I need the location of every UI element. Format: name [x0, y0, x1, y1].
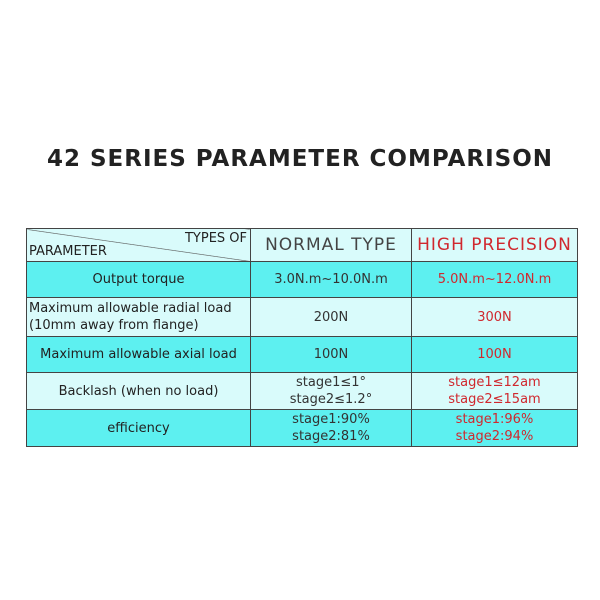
table-row: Backlash (when no load) stage1≤1° stage2≤… — [26, 372, 578, 410]
corner-cell: TYPES OF PARAMETER — [26, 228, 251, 262]
normal-cell: 3.0N.m~10.0N.m — [250, 261, 412, 298]
value-line: stage1≤1° — [295, 375, 367, 390]
normal-cell: 200N — [250, 297, 412, 337]
high-cell: 100N — [411, 336, 578, 373]
corner-bottom-label: PARAMETER — [29, 244, 107, 259]
header-normal: NORMAL TYPE — [250, 228, 412, 262]
high-cell: stage1≤12am stage2≤15am — [411, 372, 578, 410]
value-line: stage2:94% — [455, 429, 534, 444]
header-row: TYPES OF PARAMETER NORMAL TYPE HIGH PRECI… — [26, 228, 578, 262]
table-row: Maximum allowable axial load 100N 100N — [26, 336, 578, 373]
value-line: stage1:96% — [455, 412, 534, 427]
comparison-table: TYPES OF PARAMETER NORMAL TYPE HIGH PRECI… — [26, 228, 578, 447]
table-row: Output torque 3.0N.m~10.0N.m 5.0N.m~12.0… — [26, 261, 578, 298]
param-line: Maximum allowable radial load — [29, 301, 232, 316]
header-high: HIGH PRECISION — [411, 228, 578, 262]
value-line: stage2≤1.2° — [289, 392, 373, 407]
normal-cell: stage1≤1° stage2≤1.2° — [250, 372, 412, 410]
param-cell: Backlash (when no load) — [26, 372, 251, 410]
high-cell: 300N — [411, 297, 578, 337]
param-cell: Maximum allowable radial load (10mm away … — [26, 297, 251, 337]
normal-cell: 100N — [250, 336, 412, 373]
param-cell: Output torque — [26, 261, 251, 298]
table-row: efficiency stage1:90% stage2:81% stage1:9… — [26, 409, 578, 447]
param-cell: efficiency — [26, 409, 251, 447]
page-title: 42 SERIES PARAMETER COMPARISON — [46, 146, 554, 172]
value-line: stage2≤15am — [448, 392, 541, 407]
param-line: (10mm away from flange) — [29, 318, 199, 333]
corner-top-label: TYPES OF — [184, 231, 247, 246]
value-line: stage2:81% — [292, 429, 370, 444]
value-line: stage1:90% — [292, 412, 370, 427]
value-line: stage1≤12am — [448, 375, 541, 390]
param-cell: Maximum allowable axial load — [26, 336, 251, 373]
table-row: Maximum allowable radial load (10mm away … — [26, 297, 578, 337]
normal-cell: stage1:90% stage2:81% — [250, 409, 412, 447]
high-cell: 5.0N.m~12.0N.m — [411, 261, 578, 298]
high-cell: stage1:96% stage2:94% — [411, 409, 578, 447]
